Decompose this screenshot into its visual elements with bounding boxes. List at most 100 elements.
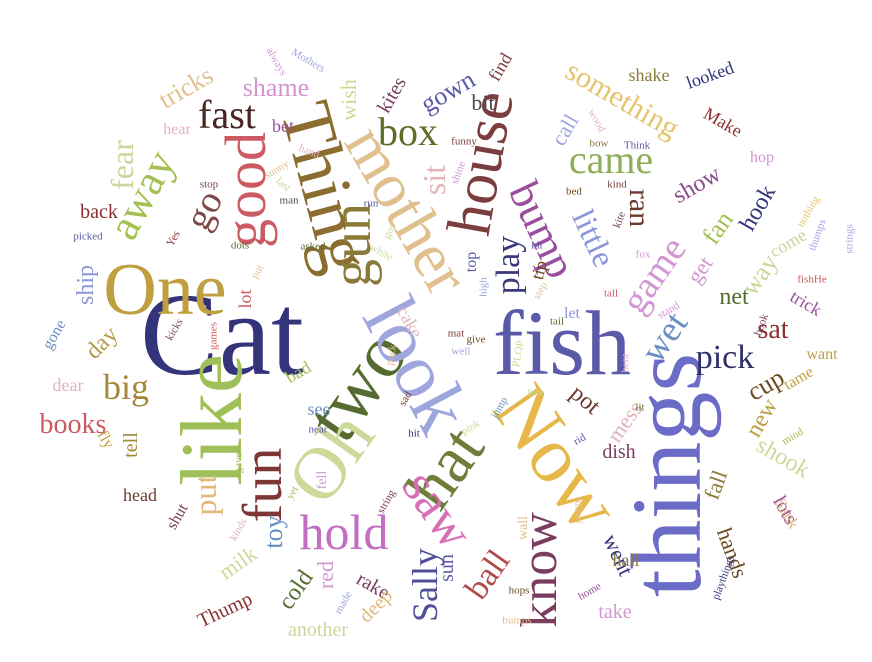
word-cloud-word: cold	[273, 565, 319, 615]
word-cloud-word: well	[451, 345, 471, 358]
word-cloud-word: gave	[232, 452, 245, 474]
word-cloud-word: dots	[230, 239, 250, 252]
word-cloud-word: hop	[750, 149, 774, 166]
word-cloud-word: looked	[683, 57, 737, 93]
word-cloud-word: tall	[603, 287, 619, 300]
word-cloud-word: game	[613, 229, 695, 321]
word-cloud-word: fox	[635, 248, 651, 261]
word-cloud-word: fan	[696, 205, 739, 250]
word-cloud-word: fishHe	[797, 273, 827, 286]
word-cloud-word: tell	[120, 432, 142, 458]
word-cloud-word: another	[288, 619, 348, 641]
word-cloud-word: head	[123, 485, 157, 505]
word-cloud-word: ran	[623, 188, 656, 228]
word-cloud-word: hear	[163, 121, 191, 138]
word-cloud-word: top	[463, 251, 480, 273]
word-cloud-word: fell	[315, 470, 330, 490]
word-cloud-word: mind	[779, 425, 806, 448]
word-cloud-word: kind	[607, 178, 627, 191]
word-cloud-word: Mothers	[289, 46, 328, 75]
word-cloud-word: back	[80, 201, 118, 223]
word-cloud-word: shut	[163, 500, 192, 533]
word-cloud-word: bit	[471, 90, 495, 115]
word-cloud-word: shake	[628, 65, 670, 85]
word-cloud-word: Cat	[140, 269, 304, 400]
word-cloud-word: tip	[526, 258, 552, 282]
word-cloud-word: man	[279, 194, 299, 207]
word-cloud-word: high	[477, 277, 490, 297]
word-cloud-word: run	[363, 197, 379, 210]
word-cloud-word: One	[103, 249, 227, 331]
word-cloud-word: hook	[734, 180, 782, 236]
word-cloud-word: big	[102, 367, 150, 407]
word-cloud-word: Think	[623, 139, 651, 152]
word-cloud-word: thumps	[806, 217, 829, 253]
word-cloud-word: net	[719, 284, 749, 310]
word-cloud-word: made	[332, 589, 355, 617]
word-cloud-word: fast	[198, 92, 256, 137]
word-cloud-word: bite	[527, 386, 545, 399]
word-cloud-word: lot	[235, 289, 255, 309]
word-cloud-word: show	[668, 161, 726, 209]
word-cloud-word: bed	[566, 185, 582, 198]
word-cloud-word: pink	[459, 417, 483, 438]
word-cloud-word: jumps	[571, 496, 584, 524]
word-cloud-word: dish	[602, 441, 636, 463]
word-cloud-word: gone	[39, 317, 70, 353]
word-cloud-word: mat	[447, 327, 465, 340]
word-cloud-word: games	[207, 321, 220, 351]
word-cloud-word: home	[576, 580, 604, 603]
word-cloud-word: wish	[336, 79, 361, 121]
word-cloud-word: books	[39, 409, 107, 440]
word-cloud-word: play	[490, 235, 527, 295]
word-cloud-word: want	[806, 346, 838, 363]
word-cloud-word: funny	[451, 135, 477, 148]
word-cloud-word: strings	[843, 224, 856, 254]
word-cloud-word: let	[564, 305, 580, 322]
word-cloud-word: near	[308, 423, 328, 436]
word-cloud-word: box	[378, 109, 438, 154]
word-cloud-word: fish	[493, 292, 631, 394]
word-cloud-word: picked	[73, 230, 103, 243]
word-cloud-word: fear	[104, 140, 140, 190]
word-cloud-word: ship	[73, 264, 99, 306]
word-cloud-word: give	[466, 333, 486, 346]
word-cloud-word: put	[187, 474, 223, 516]
word-cloud-word: hit	[408, 427, 420, 440]
word-cloud-word: Yes	[164, 228, 183, 249]
word-cloud-word: hold	[299, 504, 389, 560]
word-cloud-word: pick	[695, 339, 755, 376]
word-cloud-word: come	[766, 224, 810, 262]
word-cloud-word: bumps	[502, 614, 532, 627]
word-cloud-word: bet	[272, 116, 294, 136]
word-cloud-word: trick	[786, 286, 826, 320]
word-cloud-word: find	[484, 49, 516, 85]
word-cloud-word: sit	[416, 164, 452, 196]
word-cloud-word: sat	[757, 314, 789, 345]
word-cloud-word: asked	[300, 240, 326, 253]
word-cloud-word: kit	[531, 239, 543, 252]
word-cloud-word: see	[307, 399, 331, 419]
word-cloud-word: take	[598, 601, 632, 623]
word-cloud-word: string	[375, 487, 399, 516]
word-cloud-word: sun	[436, 554, 458, 582]
word-cloud-word: hall	[612, 550, 640, 570]
word-cloud-word: toy	[259, 515, 288, 549]
word-cloud-word: lit	[635, 401, 645, 414]
word-cloud-word: red	[313, 560, 338, 590]
word-cloud-word: tail	[549, 315, 565, 328]
word-cloud-word: stop	[199, 178, 219, 191]
word-cloud-word: dear	[52, 375, 84, 395]
word-cloud-word: tame	[781, 363, 817, 394]
word-cloud-word: shame	[242, 73, 310, 102]
word-cloud-word: wood	[585, 107, 608, 135]
word-cloud-word: bow	[589, 137, 609, 150]
word-cloud-word: came	[568, 137, 654, 182]
word-cloud-word: wall	[516, 515, 531, 541]
word-cloud-word: bent	[619, 353, 632, 373]
word-cloud-word: milk	[214, 540, 262, 585]
word-cloud-word: Thump	[194, 587, 256, 633]
word-cloud-word: hops	[508, 584, 530, 597]
word-cloud-word: good	[213, 132, 278, 248]
